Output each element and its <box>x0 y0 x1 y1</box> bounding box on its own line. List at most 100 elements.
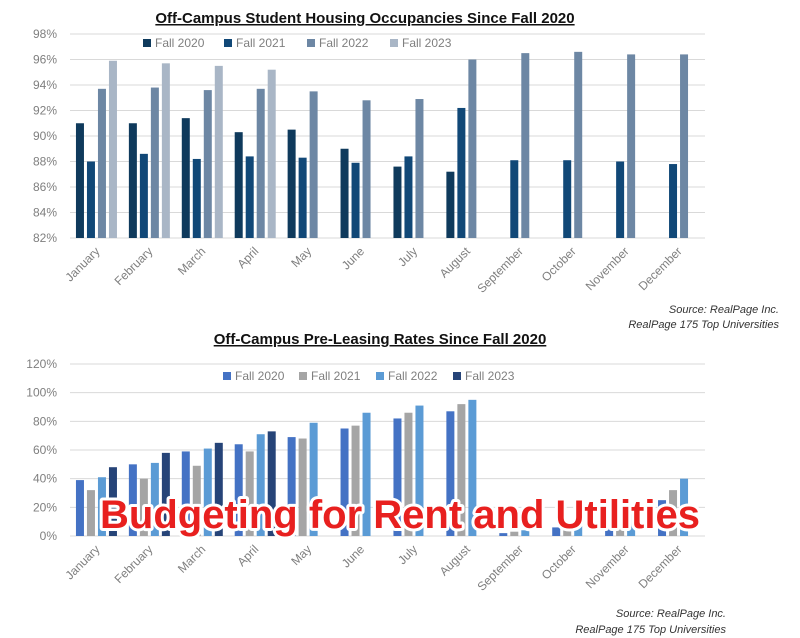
y-tick-label: 96% <box>33 53 57 67</box>
bar <box>234 132 243 238</box>
bar <box>97 477 106 536</box>
bar <box>658 500 667 536</box>
bar <box>362 412 371 536</box>
bar <box>108 60 117 239</box>
bar <box>574 525 583 536</box>
y-tick-label: 60% <box>33 443 57 457</box>
y-tick-label: 40% <box>33 472 57 486</box>
bar <box>510 531 519 536</box>
x-tick-label: April <box>234 542 261 569</box>
bar <box>245 451 254 536</box>
x-tick-label: June <box>339 244 368 273</box>
bar <box>393 418 402 536</box>
y-tick-label: 20% <box>33 500 57 514</box>
x-tick-label: July <box>395 244 420 269</box>
legend-swatch <box>223 372 231 380</box>
bar <box>563 527 572 536</box>
bar <box>128 464 137 536</box>
bar <box>563 160 572 238</box>
legend-entry: Fall 2023 <box>402 36 452 50</box>
x-tick-label: February <box>112 542 156 586</box>
legend-entry: Fall 2022 <box>319 36 369 50</box>
bar <box>181 118 190 238</box>
bar <box>457 404 466 536</box>
bar <box>446 171 455 238</box>
bar <box>267 431 276 536</box>
x-tick-label: March <box>175 244 208 277</box>
bar <box>256 434 265 536</box>
bar <box>616 514 625 536</box>
x-tick-label: January <box>62 244 102 284</box>
y-tick-label: 86% <box>33 180 57 194</box>
bar <box>203 448 212 536</box>
x-tick-label: January <box>62 542 102 582</box>
bar <box>97 88 106 238</box>
bar <box>351 425 360 536</box>
x-tick-label: December <box>636 244 685 293</box>
x-tick-label: August <box>437 542 474 579</box>
bar <box>393 166 402 238</box>
occupancy-chart-title: Off-Campus Student Housing Occupancies S… <box>155 10 574 27</box>
x-tick-label: November <box>583 244 632 293</box>
y-tick-label: 92% <box>33 104 57 118</box>
x-tick-label: February <box>112 244 156 288</box>
bar <box>150 87 159 238</box>
bar <box>404 412 413 536</box>
source-note: Source: RealPage Inc. <box>669 304 779 316</box>
legend-entry: Fall 2020 <box>155 36 205 50</box>
x-tick-label: May <box>288 542 314 568</box>
y-tick-label: 82% <box>33 231 57 245</box>
bar <box>192 465 201 536</box>
bar <box>214 65 223 238</box>
x-tick-label: November <box>583 542 632 591</box>
bar <box>605 515 614 536</box>
bar <box>669 164 678 238</box>
bar <box>161 63 170 239</box>
bar <box>415 99 424 239</box>
legend-swatch <box>299 372 307 380</box>
legend-entry: Fall 2020 <box>235 369 285 383</box>
legend-swatch <box>453 372 461 380</box>
bar <box>680 478 689 536</box>
bar <box>415 405 424 536</box>
bar <box>309 422 318 536</box>
x-tick-label: July <box>395 542 420 567</box>
bar <box>627 54 636 239</box>
bar <box>510 160 519 238</box>
bar <box>298 438 307 536</box>
bar <box>669 490 678 536</box>
bar <box>680 54 689 239</box>
bar <box>521 530 530 536</box>
bar <box>86 161 95 238</box>
bar <box>256 88 265 238</box>
bar <box>75 123 84 238</box>
x-tick-label: September <box>475 542 526 593</box>
x-tick-label: June <box>339 542 368 571</box>
bar <box>234 444 243 536</box>
bar <box>616 161 625 238</box>
bar <box>181 451 190 536</box>
bar <box>351 162 360 238</box>
legend-entry: Fall 2022 <box>388 369 438 383</box>
bar <box>468 59 477 238</box>
y-tick-label: 100% <box>26 386 57 400</box>
x-tick-label: April <box>234 244 261 271</box>
preleasing-chart: Off-Campus Pre-Leasing Rates Since Fall … <box>26 331 726 636</box>
bar <box>108 467 117 536</box>
bar <box>287 437 296 536</box>
bar <box>192 158 201 238</box>
legend-swatch <box>376 372 384 380</box>
bar <box>267 69 276 238</box>
bar <box>298 157 307 238</box>
x-tick-label: October <box>539 244 579 284</box>
bar <box>214 442 223 536</box>
x-tick-label: October <box>539 542 579 582</box>
bar <box>340 428 349 536</box>
bar <box>139 153 148 238</box>
bar <box>521 53 530 238</box>
source-note: RealPage 175 Top Universities <box>628 319 779 331</box>
bar <box>340 148 349 238</box>
bar <box>468 399 477 536</box>
bar <box>446 411 455 536</box>
